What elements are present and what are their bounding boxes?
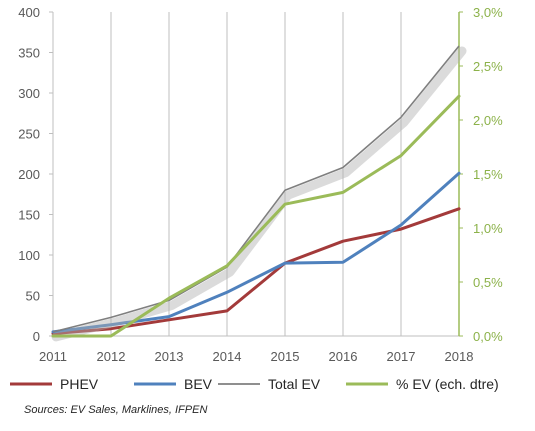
series-line-ev-ech-dtre xyxy=(51,94,461,338)
y-tick-label: 150 xyxy=(18,208,40,223)
y2-tick-label: 2,0% xyxy=(473,113,503,128)
y-tick-label: 350 xyxy=(18,46,40,61)
x-tick-label: 2016 xyxy=(329,349,358,364)
y2-tick-label: 2,5% xyxy=(473,59,503,74)
x-tick-label: 2015 xyxy=(271,349,300,364)
legend-label-ev-ech-dtre: % EV (ech. dtre) xyxy=(396,376,499,392)
y-tick-label: 400 xyxy=(18,5,40,20)
legend-label-total-ev: Total EV xyxy=(268,376,321,392)
y-tick-label: 300 xyxy=(18,86,40,101)
series-line-total-ev xyxy=(52,45,460,333)
x-tick-label: 2012 xyxy=(97,349,126,364)
y2-tick-label: 0,0% xyxy=(473,329,503,344)
grid-lines xyxy=(52,12,460,336)
y2-tick-label: 1,5% xyxy=(473,167,503,182)
series-lines xyxy=(51,45,467,342)
tick-labels: 0 50 100 150 200 250 300 350 400 0,0% 0,5% 1,0% 1,5%… xyxy=(18,5,503,364)
source-note: Sources: EV Sales, Marklines, IFPEN xyxy=(24,404,208,416)
x-tick-label: 2017 xyxy=(387,349,416,364)
y2-tick-label: 0,5% xyxy=(473,275,503,290)
y-tick-label: 200 xyxy=(18,167,40,182)
x-tick-label: 2018 xyxy=(445,349,474,364)
y-tick-label: 0 xyxy=(33,329,40,344)
y2-tick-label: 1,0% xyxy=(473,221,503,236)
x-tick-label: 2014 xyxy=(213,349,242,364)
y2-tick-label: 3,0% xyxy=(473,5,503,20)
x-tick-label: 2011 xyxy=(39,349,67,364)
y-tick-label: 250 xyxy=(18,127,40,142)
legend-label-bev: BEV xyxy=(184,376,213,392)
series-line-bev xyxy=(51,171,461,334)
legend-label-phev: PHEV xyxy=(60,376,99,392)
y-tick-label: 50 xyxy=(26,289,40,304)
legend: PHEV BEV Total EV % EV (ech. dtre) xyxy=(10,376,499,392)
x-tick-label: 2013 xyxy=(155,349,184,364)
y-tick-label: 100 xyxy=(18,248,40,263)
